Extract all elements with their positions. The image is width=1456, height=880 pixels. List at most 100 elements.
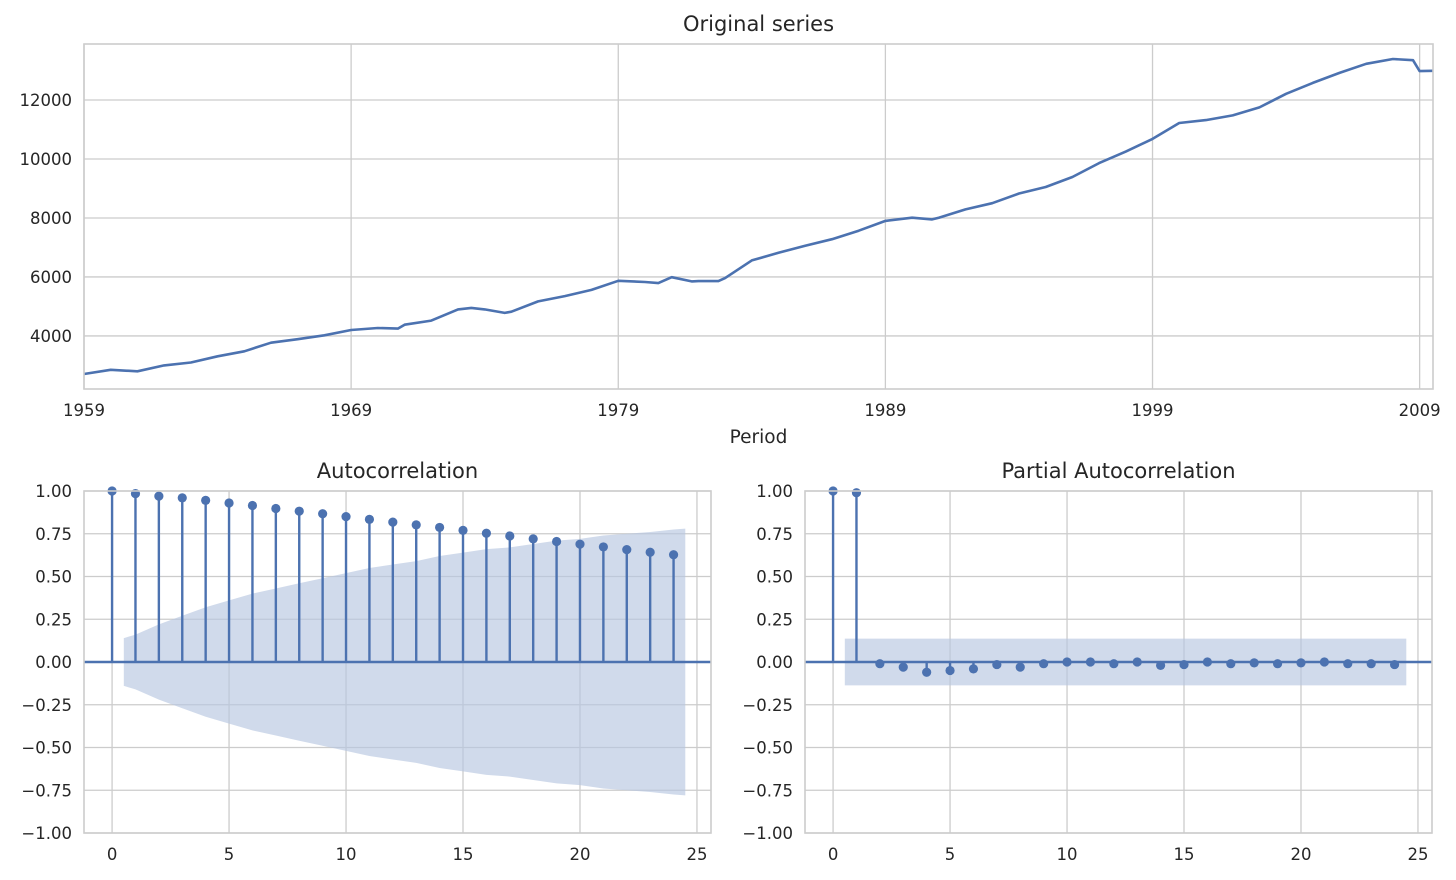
- lag-marker: [851, 488, 862, 498]
- original-series-title: Original series: [683, 12, 834, 36]
- x-tick-label: 0: [828, 845, 839, 864]
- lag-marker: [294, 506, 304, 516]
- y-tick-label: −0.75: [21, 781, 72, 800]
- lag-marker: [1179, 659, 1189, 670]
- y-tick-label: 0.75: [35, 525, 72, 544]
- lag-marker: [1272, 659, 1283, 669]
- lag-marker: [575, 539, 585, 549]
- x-tick-label: 1969: [330, 401, 372, 420]
- y-tick-label: 12000: [20, 91, 73, 110]
- y-tick-label: 0.00: [756, 653, 793, 672]
- lag-marker: [177, 493, 187, 503]
- x-tick-label: 1959: [63, 401, 105, 420]
- lag-marker: [992, 659, 1002, 670]
- partial-autocorrelation-frame: [804, 490, 1433, 834]
- lag-marker: [388, 517, 398, 527]
- y-tick-label: 8000: [30, 209, 72, 228]
- x-tick-label: 25: [686, 845, 707, 864]
- lag-marker: [364, 514, 375, 524]
- y-tick-label: 0.25: [35, 610, 72, 629]
- y-tick-label: −1.00: [21, 824, 72, 843]
- lag-marker: [945, 665, 955, 676]
- x-tick-label: 1989: [864, 401, 906, 420]
- y-tick-label: 4000: [30, 327, 72, 346]
- lag-marker: [1109, 659, 1119, 669]
- y-tick-label: 1.00: [756, 482, 793, 501]
- lag-marker: [968, 664, 979, 674]
- y-tick-label: 0.50: [35, 568, 72, 587]
- y-tick-label: 0.00: [35, 653, 72, 672]
- lag-marker: [458, 525, 468, 535]
- original-series-panel: 1959 1969 1979 1989 1999 2009 4000 6000 8000 1000…: [20, 12, 1441, 448]
- lag-marker: [1296, 658, 1306, 668]
- x-tick-label: 5: [224, 845, 235, 864]
- lag-marker: [875, 659, 885, 669]
- lag-marker: [505, 531, 515, 541]
- y-tick-label: −0.25: [21, 696, 72, 715]
- x-tick-label: 5: [945, 845, 956, 864]
- lag-marker: [1343, 659, 1353, 669]
- lag-marker: [435, 522, 445, 533]
- lag-marker: [1202, 657, 1213, 667]
- x-axis-label: Period: [730, 427, 788, 448]
- x-tick-label: 1979: [597, 401, 639, 420]
- original-series-frame: [83, 43, 1434, 390]
- lag-marker: [481, 528, 492, 538]
- lag-marker: [1156, 660, 1166, 671]
- x-tick-label: 2009: [1399, 401, 1441, 420]
- lag-marker: [598, 542, 608, 552]
- lag-marker: [668, 550, 679, 560]
- autocorrelation-title: Autocorrelation: [317, 459, 478, 483]
- x-tick-label: 10: [1057, 845, 1078, 864]
- x-tick-label: 10: [336, 845, 357, 864]
- lag-marker: [898, 662, 908, 672]
- lag-marker: [1226, 659, 1236, 669]
- lag-marker: [1062, 657, 1072, 667]
- lag-marker: [1039, 659, 1049, 669]
- y-tick-label: −0.50: [742, 739, 793, 758]
- y-tick-label: −0.25: [742, 696, 793, 715]
- x-tick-label: 20: [1290, 845, 1311, 864]
- y-tick-label: 0.25: [756, 610, 793, 629]
- x-tick-label: 15: [1174, 845, 1195, 864]
- x-tick-label: 0: [107, 845, 118, 864]
- lag-marker: [224, 498, 234, 508]
- x-tick-label: 1999: [1132, 401, 1174, 420]
- lag-marker: [201, 495, 211, 506]
- y-tick-label: 0.50: [756, 568, 793, 587]
- lag-marker: [622, 545, 632, 555]
- lag-marker: [922, 667, 932, 677]
- lag-marker: [1366, 659, 1376, 669]
- lag-marker: [271, 503, 281, 514]
- autocorrelation-frame: [83, 490, 712, 834]
- partial-autocorrelation-panel: 0 5 10 15 20 25 1.00 0.75 0.50 0.25 0.00 −0.25 −0.50…: [742, 459, 1433, 864]
- lag-marker: [1132, 657, 1142, 667]
- series-line: [83, 57, 1434, 376]
- y-tick-label: 0.75: [756, 525, 793, 544]
- lag-marker: [1389, 659, 1400, 670]
- y-tick-label: 1.00: [35, 482, 72, 501]
- lag-marker: [551, 536, 562, 547]
- lag-marker: [154, 491, 164, 501]
- x-tick-label: 25: [1407, 845, 1428, 864]
- lag-marker: [1319, 657, 1329, 667]
- y-tick-label: 10000: [20, 150, 73, 169]
- lag-marker: [1249, 658, 1259, 668]
- lag-marker: [645, 547, 655, 557]
- partial-autocorrelation-title: Partial Autocorrelation: [1001, 459, 1235, 483]
- x-tick-label: 20: [569, 845, 590, 864]
- autocorrelation-panel: 0 5 10 15 20 25 1.00 0.75 0.50 0.25 0.00 −0.25 −0.50…: [21, 459, 712, 864]
- lag-marker: [1015, 662, 1025, 672]
- lag-marker: [528, 534, 538, 544]
- x-tick-label: 15: [453, 845, 474, 864]
- lag-marker: [341, 512, 351, 522]
- y-tick-label: −0.75: [742, 781, 793, 800]
- lag-marker: [318, 509, 328, 519]
- lag-marker: [247, 500, 258, 511]
- lag-marker: [1085, 657, 1096, 667]
- y-tick-label: −0.50: [21, 739, 72, 758]
- y-tick-label: 6000: [30, 268, 72, 287]
- y-tick-label: −1.00: [742, 824, 793, 843]
- lag-marker: [411, 520, 421, 530]
